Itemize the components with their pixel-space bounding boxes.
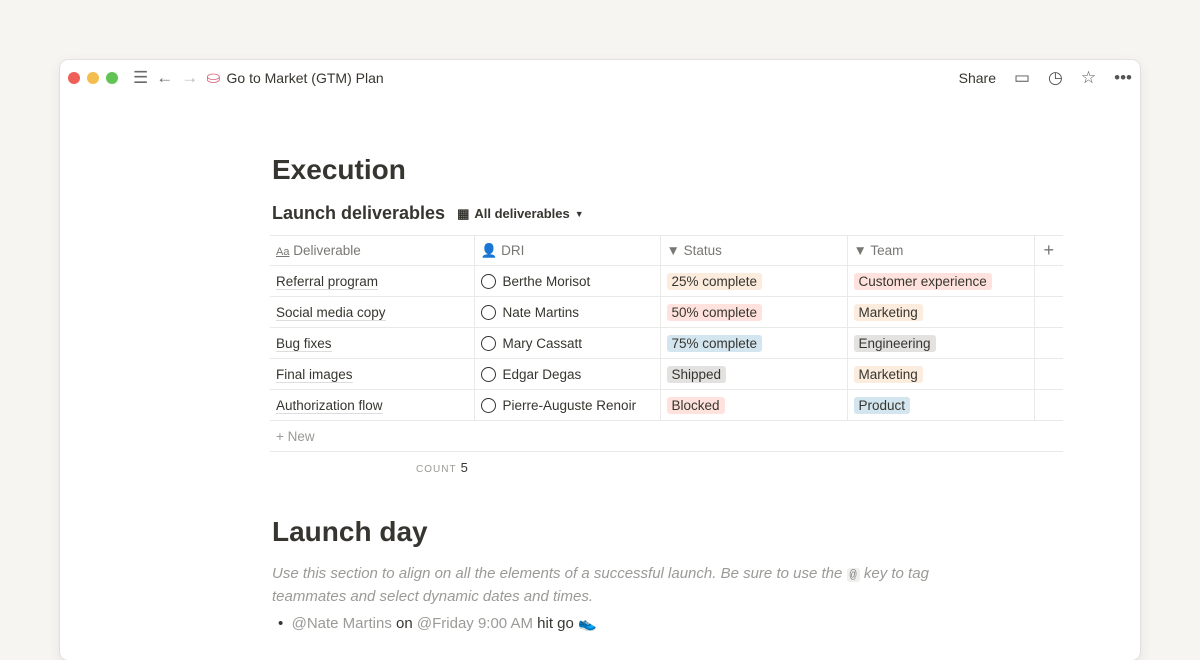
status-badge: Blocked xyxy=(666,396,725,414)
deliverable-cell[interactable]: Social media copy xyxy=(270,296,475,328)
list-item: • @Nate Martins on @Friday 9:00 AM hit g… xyxy=(278,615,597,632)
table-row[interactable]: Authorization flow Pierre-Auguste Renoir… xyxy=(270,389,1063,421)
heading-launch-day: Launch day xyxy=(272,516,428,547)
empty-cell xyxy=(1034,296,1063,328)
deliverable-cell[interactable]: Referral program xyxy=(270,265,475,297)
team-cell[interactable]: Engineering xyxy=(847,327,1035,359)
avatar xyxy=(480,273,496,289)
dri-cell[interactable]: Edgar Degas xyxy=(474,358,661,390)
deliverables-table: Aa Deliverable 👤 DRI ▼ Status ▼ Team + R… xyxy=(270,235,1063,452)
forward-arrow-icon[interactable]: → xyxy=(181,68,199,87)
team-cell[interactable]: Customer experience xyxy=(847,265,1035,297)
team-cell[interactable]: Marketing xyxy=(847,296,1035,328)
status-cell[interactable]: 75% complete xyxy=(660,327,848,359)
team-badge: Engineering xyxy=(853,334,936,352)
page-title[interactable]: Go to Market (GTM) Plan xyxy=(226,70,384,86)
dri-cell[interactable]: Mary Cassatt xyxy=(474,327,661,359)
status-cell[interactable]: 25% complete xyxy=(660,265,848,297)
comment-icon[interactable]: ▭ xyxy=(1013,68,1031,87)
status-badge: Shipped xyxy=(666,365,727,383)
deliverable-cell[interactable]: Final images xyxy=(270,358,475,390)
table-row[interactable]: Final images Edgar Degas Shipped Marketi… xyxy=(270,358,1063,390)
avatar xyxy=(480,366,496,382)
heading-execution: Execution xyxy=(272,154,406,185)
mention[interactable]: @Nate Martins xyxy=(291,615,392,632)
team-cell[interactable]: Product xyxy=(847,389,1035,421)
chevron-down-icon: ▼ xyxy=(574,208,584,219)
status-badge: 75% complete xyxy=(666,334,763,352)
empty-cell xyxy=(1034,389,1063,421)
new-row-button[interactable]: + New xyxy=(270,420,1063,452)
select-icon: ▼ xyxy=(853,243,867,258)
status-cell[interactable]: Blocked xyxy=(660,389,848,421)
back-arrow-icon[interactable]: ← xyxy=(156,68,174,87)
empty-cell xyxy=(1034,327,1063,359)
title-bar: ☰ ← → ⛀ Go to Market (GTM) Plan Share ▭ … xyxy=(60,60,1140,96)
count-summary[interactable]: COUNT 5 xyxy=(416,460,468,475)
empty-cell xyxy=(1034,358,1063,390)
dri-cell[interactable]: Pierre-Auguste Renoir xyxy=(474,389,661,421)
deliverable-cell[interactable]: Bug fixes xyxy=(270,327,475,359)
status-badge: 25% complete xyxy=(666,272,763,290)
maximize-window-button[interactable] xyxy=(106,72,118,84)
team-badge: Customer experience xyxy=(853,272,992,290)
more-icon[interactable]: ••• xyxy=(1114,68,1132,87)
person-icon: 👤 xyxy=(480,242,498,258)
status-cell[interactable]: Shipped xyxy=(660,358,848,390)
add-column-button[interactable]: + xyxy=(1034,235,1063,266)
team-cell[interactable]: Marketing xyxy=(847,358,1035,390)
history-clock-icon[interactable]: ◷ xyxy=(1048,68,1063,87)
avatar xyxy=(480,304,496,320)
column-header-status[interactable]: ▼ Status xyxy=(660,235,848,266)
team-badge: Marketing xyxy=(853,365,923,383)
avatar xyxy=(480,335,496,351)
table-icon: ▦ xyxy=(457,205,470,221)
column-header-deliverable[interactable]: Aa Deliverable xyxy=(270,235,475,266)
status-badge: 50% complete xyxy=(666,303,763,321)
database-title: Launch deliverables xyxy=(272,203,446,223)
menu-icon[interactable]: ☰ xyxy=(133,68,149,87)
view-selector[interactable]: ▦ All deliverables ▼ xyxy=(457,205,584,222)
deliverable-cell[interactable]: Authorization flow xyxy=(270,389,475,421)
app-window: ☰ ← → ⛀ Go to Market (GTM) Plan Share ▭ … xyxy=(60,60,1140,660)
shoe-icon: 👟 xyxy=(578,615,597,632)
avatar xyxy=(480,397,496,413)
team-badge: Product xyxy=(853,396,911,414)
date-mention[interactable]: @Friday 9:00 AM xyxy=(416,615,533,632)
table-row[interactable]: Social media copy Nate Martins 50% compl… xyxy=(270,296,1063,328)
status-cell[interactable]: 50% complete xyxy=(660,296,848,328)
close-window-button[interactable] xyxy=(68,72,80,84)
table-row[interactable]: Bug fixes Mary Cassatt 75% complete Engi… xyxy=(270,327,1063,359)
dri-cell[interactable]: Nate Martins xyxy=(474,296,661,328)
select-icon: ▼ xyxy=(666,243,680,258)
empty-cell xyxy=(1034,265,1063,297)
text-icon: Aa xyxy=(276,246,290,258)
cake-icon: ⛀ xyxy=(206,68,221,87)
dri-cell[interactable]: Berthe Morisot xyxy=(474,265,661,297)
minimize-window-button[interactable] xyxy=(87,72,99,84)
team-badge: Marketing xyxy=(853,303,923,321)
table-row[interactable]: Referral program Berthe Morisot 25% comp… xyxy=(270,265,1063,297)
column-header-dri[interactable]: 👤 DRI xyxy=(474,235,661,266)
share-button[interactable]: Share xyxy=(958,70,996,86)
description: Use this section to align on all the ele… xyxy=(272,565,929,605)
star-icon[interactable]: ☆ xyxy=(1080,68,1097,87)
column-header-team[interactable]: ▼ Team xyxy=(847,235,1035,266)
